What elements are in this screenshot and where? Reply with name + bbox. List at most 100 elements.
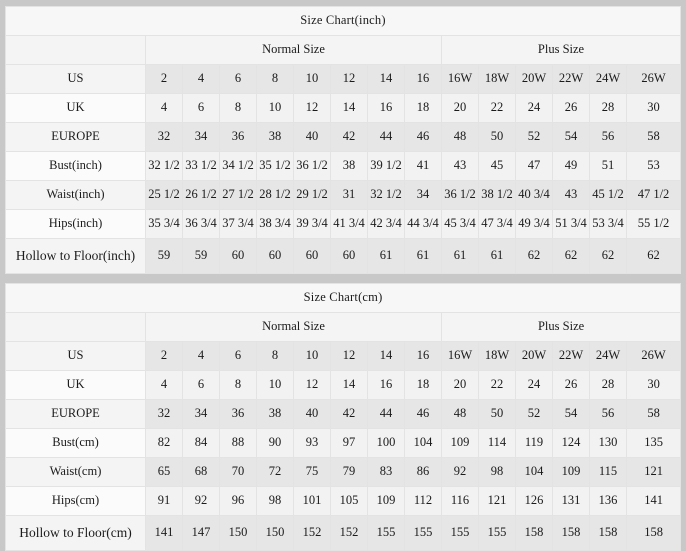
cell-value: 14 bbox=[367, 341, 405, 371]
cell-value: 62 bbox=[552, 238, 590, 274]
cell-value: 150 bbox=[219, 515, 257, 551]
row-label-europe: EUROPE bbox=[5, 399, 146, 429]
cell-value: 141 bbox=[145, 515, 183, 551]
cell-value: 44 bbox=[367, 399, 405, 429]
group-blank-cell bbox=[5, 312, 146, 342]
cell-value: 56 bbox=[589, 399, 627, 429]
cell-value: 119 bbox=[515, 428, 553, 458]
cell-value: 53 3/4 bbox=[589, 209, 627, 239]
table-row: Waist(inch) 25 1/2 26 1/2 27 1/2 28 1/2 … bbox=[5, 180, 681, 210]
cell-value: 109 bbox=[441, 428, 479, 458]
row-label-hollow-to-floor: Hollow to Floor(inch) bbox=[5, 238, 146, 274]
cell-value: 41 3/4 bbox=[330, 209, 368, 239]
cell-value: 20W bbox=[515, 341, 553, 371]
cell-value: 42 bbox=[330, 399, 368, 429]
cell-value: 92 bbox=[441, 457, 479, 487]
cell-value: 88 bbox=[219, 428, 257, 458]
cell-value: 16 bbox=[367, 93, 405, 123]
cell-value: 16W bbox=[441, 341, 479, 371]
cell-value: 6 bbox=[219, 64, 257, 94]
cell-value: 25 1/2 bbox=[145, 180, 183, 210]
table-row: US 2 4 6 8 10 12 14 16 16W 18W 20W 22W 2… bbox=[5, 341, 682, 371]
cell-value: 52 bbox=[515, 122, 553, 152]
group-blank-cell bbox=[5, 35, 146, 65]
cell-value: 27 1/2 bbox=[219, 180, 257, 210]
cell-value: 22W bbox=[552, 341, 590, 371]
cell-value: 48 bbox=[441, 399, 479, 429]
cell-value: 115 bbox=[589, 457, 627, 487]
cell-value: 90 bbox=[256, 428, 294, 458]
cell-value: 158 bbox=[589, 515, 627, 551]
cell-value: 32 bbox=[145, 399, 183, 429]
cell-value: 91 bbox=[145, 486, 183, 516]
cell-value: 29 1/2 bbox=[293, 180, 331, 210]
group-header-normal-size: Normal Size bbox=[145, 312, 442, 342]
group-header-normal-size: Normal Size bbox=[145, 35, 442, 65]
cell-value: 105 bbox=[330, 486, 368, 516]
cell-value: 44 3/4 bbox=[404, 209, 442, 239]
row-label-hips: Hips(inch) bbox=[5, 209, 146, 239]
cell-value: 22W bbox=[552, 64, 590, 94]
title-row: Size Chart(cm) bbox=[4, 283, 682, 313]
cell-value: 30 bbox=[626, 93, 681, 123]
cell-value: 109 bbox=[552, 457, 590, 487]
cell-value: 24 bbox=[515, 93, 553, 123]
size-table-inch: Size Chart(inch) Normal Size Plus Size U… bbox=[5, 6, 681, 274]
cell-value: 6 bbox=[182, 93, 220, 123]
table-row: Waist(cm) 65 68 70 72 75 79 83 86 92 98 … bbox=[5, 457, 682, 487]
cell-value: 150 bbox=[256, 515, 294, 551]
cell-value: 38 bbox=[330, 151, 368, 181]
cell-value: 98 bbox=[256, 486, 294, 516]
cell-value: 37 3/4 bbox=[219, 209, 257, 239]
cell-value: 16 bbox=[367, 370, 405, 400]
cell-value: 40 bbox=[293, 399, 331, 429]
size-chart-page: Size Chart(inch) Normal Size Plus Size U… bbox=[4, 6, 682, 551]
cell-value: 152 bbox=[293, 515, 331, 551]
cell-value: 36 3/4 bbox=[182, 209, 220, 239]
cell-value: 20 bbox=[441, 93, 479, 123]
cell-value: 155 bbox=[404, 515, 442, 551]
cell-value: 61 bbox=[404, 238, 442, 274]
cell-value: 24W bbox=[589, 341, 627, 371]
cell-value: 35 3/4 bbox=[145, 209, 183, 239]
cell-value: 93 bbox=[293, 428, 331, 458]
cell-value: 36 1/2 bbox=[441, 180, 479, 210]
cell-value: 155 bbox=[367, 515, 405, 551]
cell-value: 38 bbox=[256, 122, 294, 152]
cell-value: 131 bbox=[552, 486, 590, 516]
cell-value: 84 bbox=[182, 428, 220, 458]
cell-value: 26 bbox=[552, 93, 590, 123]
cell-value: 26 bbox=[552, 370, 590, 400]
cell-value: 51 3/4 bbox=[552, 209, 590, 239]
cell-value: 18W bbox=[478, 341, 516, 371]
cell-value: 28 1/2 bbox=[256, 180, 294, 210]
cell-value: 124 bbox=[552, 428, 590, 458]
row-label-waist: Waist(inch) bbox=[5, 180, 146, 210]
cell-value: 56 bbox=[589, 122, 627, 152]
cell-value: 10 bbox=[293, 341, 331, 371]
chart-title: Size Chart(inch) bbox=[5, 6, 681, 36]
table-row: UK 4 6 8 10 12 14 16 18 20 22 24 26 28 3… bbox=[5, 370, 682, 400]
row-label-waist: Waist(cm) bbox=[5, 457, 146, 487]
cell-value: 12 bbox=[293, 370, 331, 400]
cell-value: 38 1/2 bbox=[478, 180, 516, 210]
cell-value: 104 bbox=[515, 457, 553, 487]
cell-value: 32 bbox=[145, 122, 183, 152]
group-header-plus-size: Plus Size bbox=[440, 312, 682, 342]
cell-value: 26W bbox=[626, 64, 681, 94]
cell-value: 104 bbox=[404, 428, 442, 458]
cell-value: 45 bbox=[478, 151, 516, 181]
cell-value: 121 bbox=[478, 486, 516, 516]
cell-value: 16 bbox=[404, 341, 442, 371]
row-label-bust: Bust(inch) bbox=[5, 151, 146, 181]
cell-value: 54 bbox=[552, 122, 590, 152]
cell-value: 116 bbox=[441, 486, 479, 516]
cell-value: 47 bbox=[515, 151, 553, 181]
cell-value: 10 bbox=[256, 370, 294, 400]
cell-value: 6 bbox=[219, 341, 257, 371]
group-header-row: Normal Size Plus Size bbox=[5, 35, 681, 65]
cell-value: 30 bbox=[625, 370, 682, 400]
cell-value: 33 1/2 bbox=[182, 151, 220, 181]
cell-value: 158 bbox=[515, 515, 553, 551]
row-label-hips: Hips(cm) bbox=[5, 486, 146, 516]
